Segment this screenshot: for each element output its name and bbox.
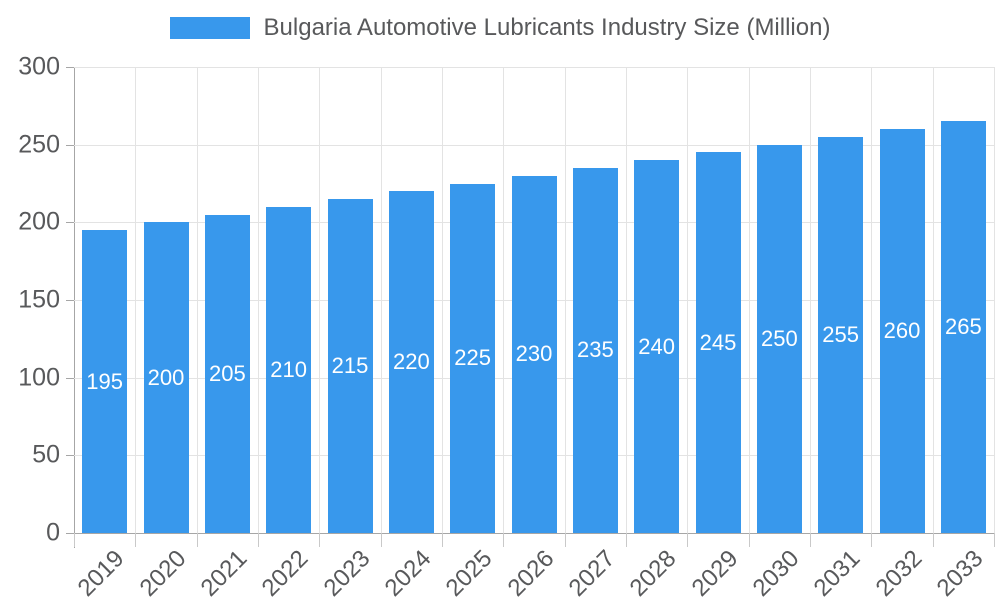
bar-value-label: 255 [822,321,860,347]
y-axis-line [74,67,75,548]
x-axis-tick [932,533,934,547]
bar-value-label: 205 [208,360,246,386]
x-axis-tick-label: 2027 [563,545,621,600]
y-axis-tick-label: 200 [18,207,60,236]
gridline-horizontal [74,144,994,146]
y-axis-tick [66,455,74,457]
x-axis-tick-label: 2031 [808,545,866,600]
bar-2026: 230 [511,175,557,533]
x-axis-tick [442,533,443,547]
x-axis-tick [810,533,811,547]
bar-value-label: 210 [270,356,308,382]
x-axis-tick [687,533,689,547]
x-axis-tick-label: 2023 [318,545,376,600]
bar-value-label: 195 [86,368,124,394]
bar-value-label: 230 [515,341,553,367]
bar-2021: 205 [204,214,250,533]
x-axis-tick [871,533,873,547]
x-axis-tick-label: 2026 [502,545,560,600]
gridline-vertical [135,67,137,533]
bar-value-label: 220 [392,349,430,375]
y-axis-tick-label: 250 [18,130,60,159]
bar-2029: 245 [695,152,741,533]
gridline-vertical [442,67,443,533]
bar-2030: 250 [756,144,802,533]
y-axis-tick-label: 300 [18,52,60,81]
x-axis-tick [503,533,505,547]
y-axis-tick [66,377,74,379]
x-axis-tick [319,533,321,547]
y-axis-tick-label: 100 [18,363,60,392]
x-axis-tick-label: 2022 [256,545,314,600]
gridline-vertical [564,67,566,533]
x-axis-tick-label: 2033 [931,545,989,600]
x-axis-tick [564,533,566,547]
y-axis-tick [66,144,74,146]
gridline-vertical [319,67,321,533]
gridline-vertical [503,67,505,533]
x-axis-tick [196,533,198,547]
x-axis-tick-label: 2019 [72,545,130,600]
gridline-vertical [810,67,811,533]
y-axis-tick-label: 0 [46,518,60,547]
bar-value-label: 200 [147,364,185,390]
x-axis-tick [748,533,750,547]
bar-value-label: 225 [454,345,492,371]
bar-value-label: 250 [760,325,798,351]
x-axis-tick-label: 2024 [379,545,437,600]
x-axis-tick [626,533,627,547]
bar-2025: 225 [450,183,496,533]
x-axis-tick [994,533,995,547]
bar-value-label: 265 [944,314,982,340]
x-axis-tick [74,533,75,547]
bar-value-label: 240 [638,333,676,359]
gridline-horizontal [74,67,994,68]
bar-value-label: 260 [883,318,921,344]
bar-2033: 265 [940,121,986,533]
bar-2020: 200 [143,222,189,533]
gridline-vertical [196,67,198,533]
gridline-vertical [871,67,873,533]
bar-2027: 235 [572,167,618,533]
x-axis-tick-label: 2021 [195,545,253,600]
bar-value-label: 215 [331,353,369,379]
legend-swatch[interactable] [169,17,250,39]
bar-2031: 255 [818,136,864,533]
y-axis-tick [66,300,74,301]
x-axis-tick-label: 2020 [134,545,192,600]
x-axis-tick [135,533,137,547]
x-axis-tick [258,533,259,547]
x-axis-tick-label: 2028 [624,545,682,600]
y-axis-tick [66,67,74,68]
bar-2028: 240 [634,160,680,533]
x-axis-tick [380,533,382,547]
gridline-vertical [932,67,934,533]
bar-2023: 215 [327,199,373,533]
gridline-vertical [626,67,627,533]
gridline-vertical [994,67,995,533]
bar-value-label: 245 [699,329,737,355]
gridline-vertical [748,67,750,533]
bar-2032: 260 [879,129,925,533]
y-axis-tick [66,222,74,224]
plot-area: 195 200 205 210 215 220 225 230 235 240 245 250 255 2… [74,67,995,533]
legend-label: Bulgaria Automotive Lubricants Industry … [263,14,831,41]
x-axis-tick-label: 2029 [686,545,744,600]
x-axis-tick-label: 2025 [440,545,498,600]
x-axis-tick-label: 2030 [747,545,805,600]
x-axis-tick-label: 2032 [870,545,928,600]
bar-2024: 220 [388,191,434,533]
bar-2019: 195 [82,230,128,533]
legend[interactable]: Bulgaria Automotive Lubricants Industry … [0,14,1000,42]
x-axis-line [66,533,994,534]
bar-2022: 210 [266,206,312,533]
gridline-vertical [687,67,689,533]
gridline-vertical [380,67,382,533]
gridline-vertical [258,67,259,533]
y-axis-tick-label: 50 [32,440,60,469]
bar-value-label: 235 [576,337,614,363]
y-axis-tick-label: 150 [18,285,60,314]
y-axis-tick [66,533,74,534]
